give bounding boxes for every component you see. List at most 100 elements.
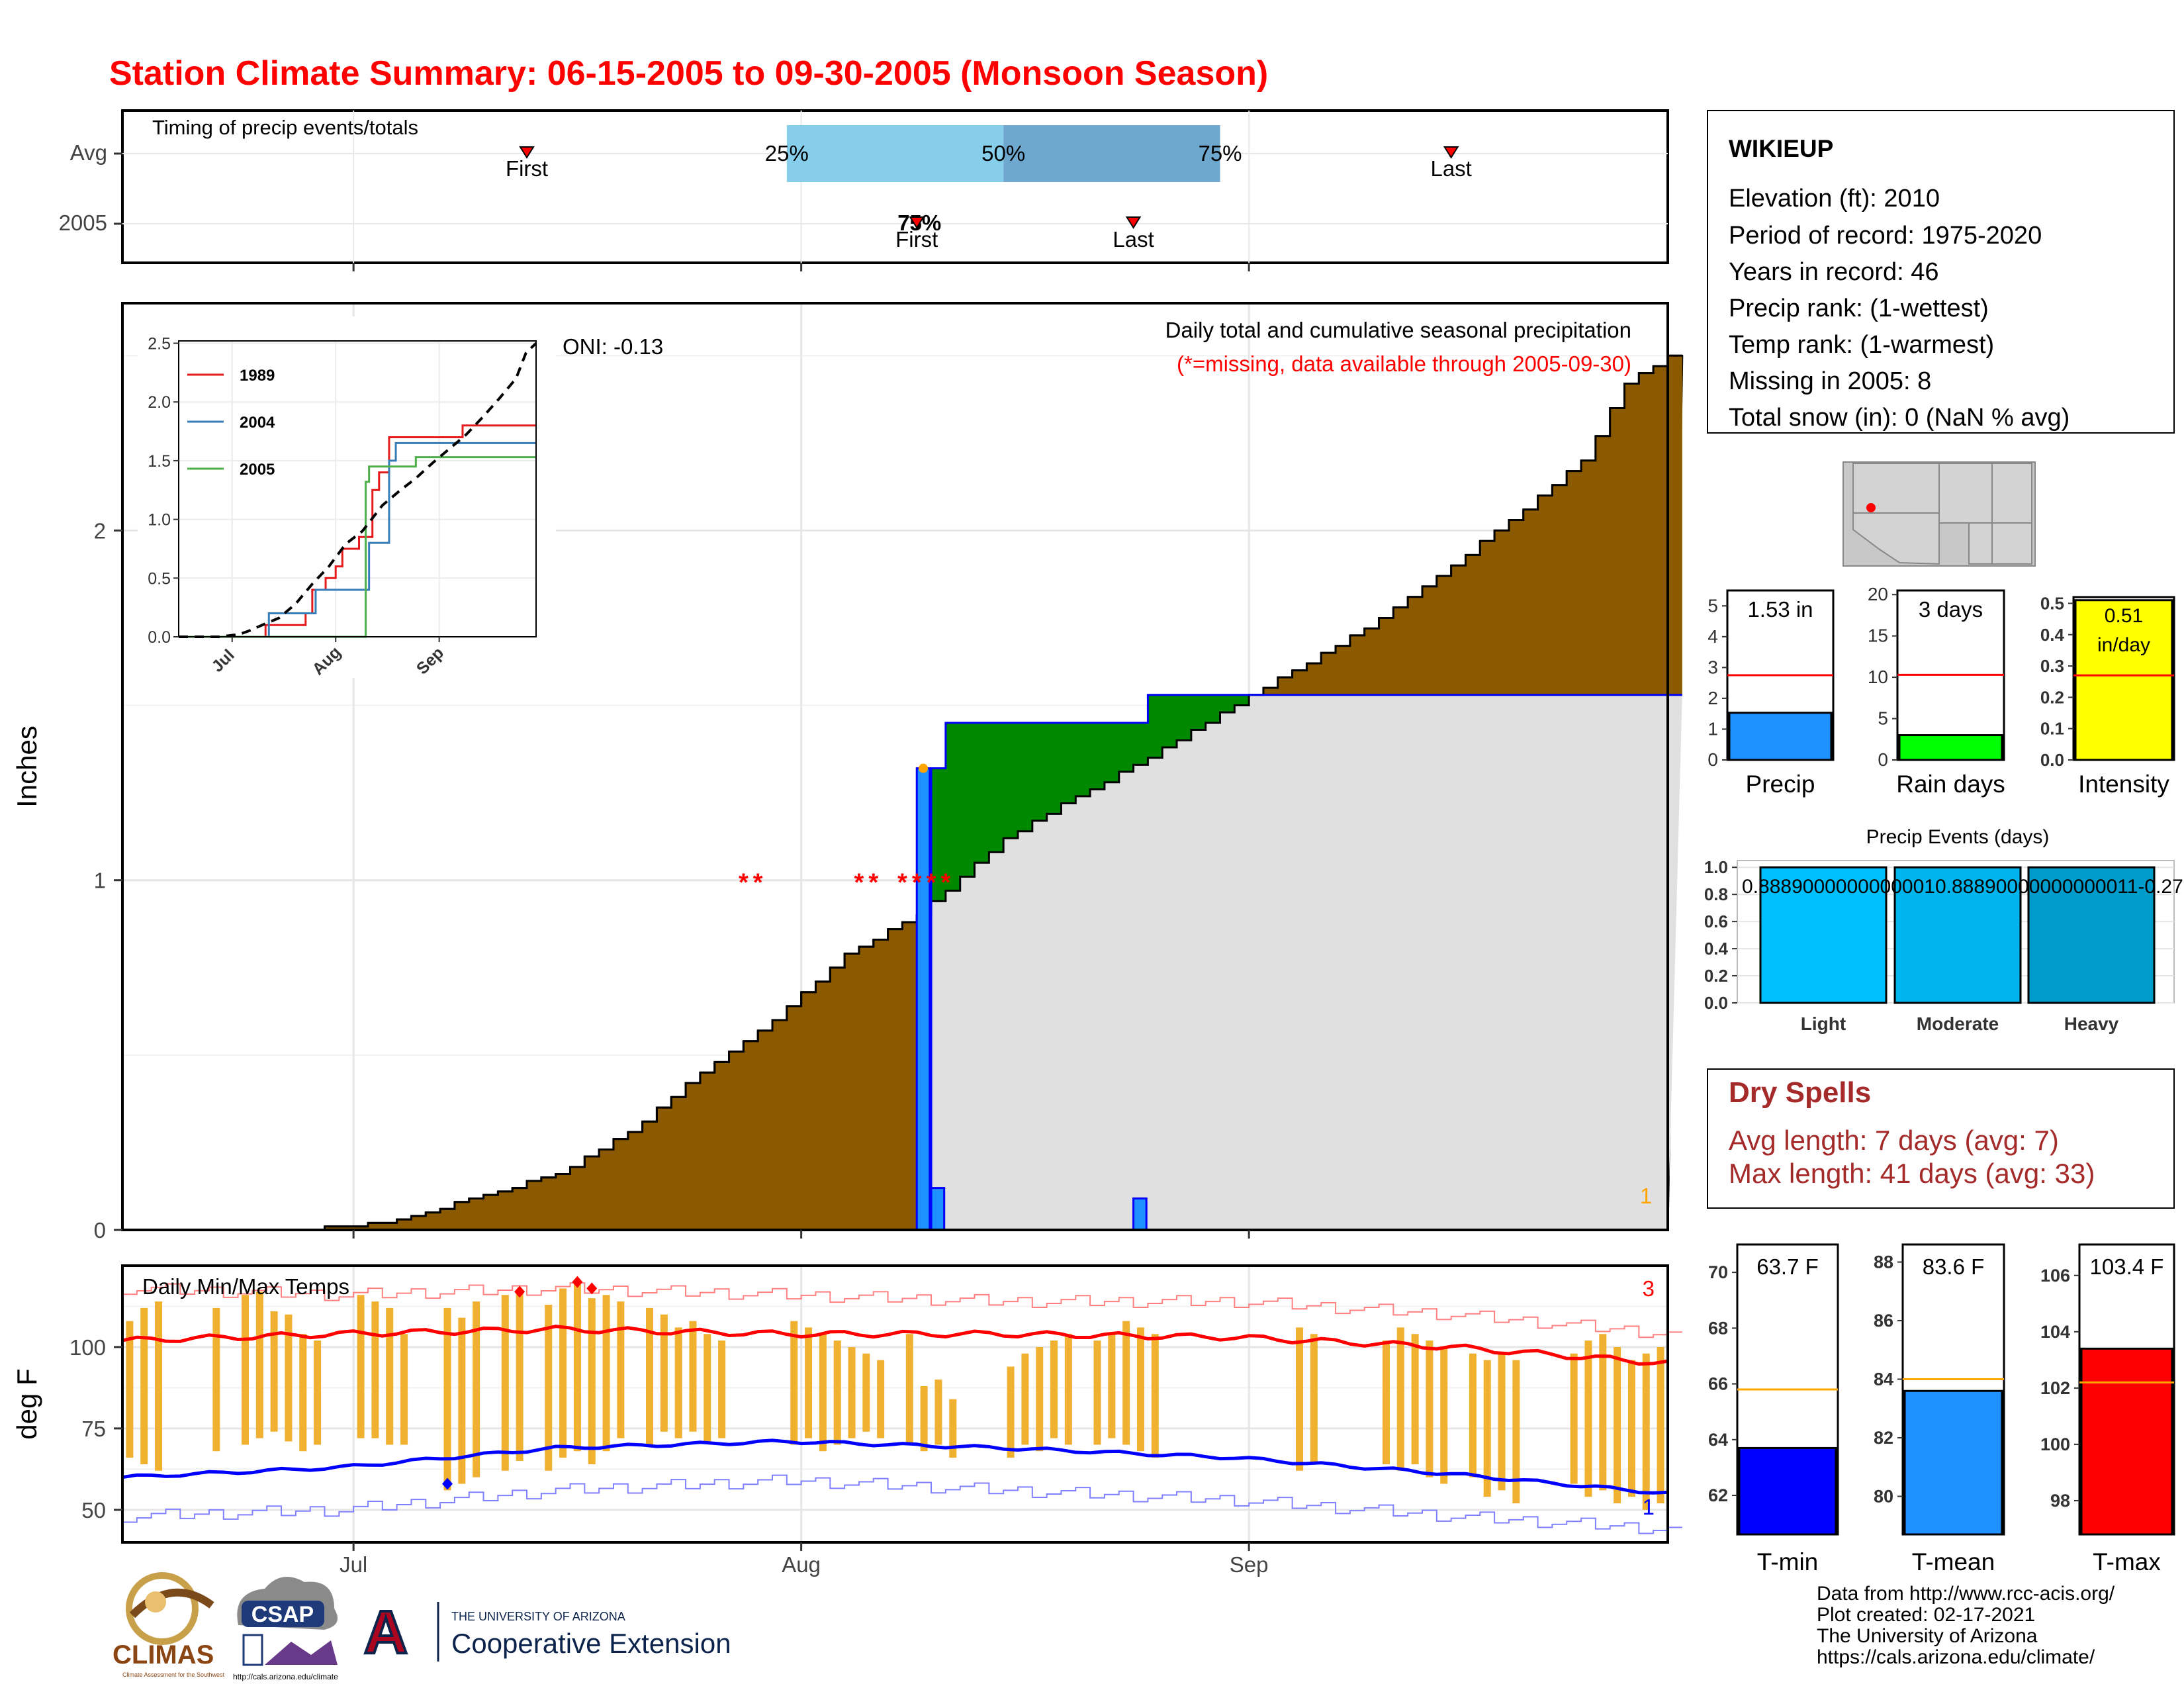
rain_days-y-tick-label: 0 — [1878, 749, 1888, 770]
tmin_bar-y-tick-label: 68 — [1708, 1318, 1728, 1338]
csap-logo-text: CSAP — [251, 1602, 314, 1627]
precip_total-y-tick-label: 0 — [1707, 749, 1718, 770]
missing-day-marker: * — [897, 869, 907, 897]
tmax_bar-y-tick-label: 100 — [2040, 1434, 2070, 1454]
tmax_bar-bar — [2080, 1347, 2173, 1536]
rain-days-chart: 0 5 10 15 20 3 days Rain days — [1868, 584, 2005, 798]
events-y-tick-label: 0.8 — [1704, 884, 1728, 904]
tmean_bar-bar — [1903, 1389, 2003, 1536]
intensity-y-tick-label: 0.1 — [2040, 719, 2064, 739]
precip_total-y-tick-label: 4 — [1707, 626, 1718, 647]
inset-plot-frame — [178, 340, 537, 637]
inset-y-tick-label: 2.0 — [148, 393, 171, 412]
missing-day-marker: * — [927, 869, 936, 897]
events-bar-moderate — [1893, 866, 2022, 1004]
events-x-label-moderate: Moderate — [1917, 1013, 1999, 1034]
climas-logo-text: CLIMAS — [113, 1640, 214, 1669]
events-y-tick-label: 1.0 — [1704, 857, 1728, 877]
inset-legend-label-2005: 2005 — [240, 461, 275, 479]
tmin_bar-value-label: 63.7 F — [1756, 1254, 1819, 1279]
quartile-box-lower — [786, 125, 1004, 182]
quartile-label: 25% — [765, 141, 809, 165]
record-high-marker — [586, 1282, 598, 1295]
record-high-marker — [572, 1276, 583, 1288]
below-average-area — [1263, 355, 1682, 695]
y-tick-label: 1 — [94, 868, 106, 893]
y-tick-label: 0 — [94, 1218, 106, 1243]
avg-last-label: Last — [1430, 156, 1471, 181]
quartile-label: 50% — [981, 141, 1025, 165]
inset-legend: 1989 2004 2005 — [187, 367, 275, 479]
precip_total-y-tick-label: 1 — [1707, 718, 1718, 739]
rain_days-x-label: Rain days — [1896, 771, 2005, 798]
temp-title: Daily Min/Max Temps — [142, 1274, 349, 1299]
y2005-first-label: First — [895, 227, 938, 252]
precip_total-value-label: 1.53 in — [1747, 597, 1813, 622]
temp-x-tick-label: Jul — [340, 1552, 367, 1577]
footer-line-4: https://cals.arizona.edu/climate/ — [1817, 1646, 2095, 1668]
events-y-tick-label: 0.0 — [1704, 993, 1728, 1013]
cumulative-panel-frame — [121, 302, 1669, 1231]
intensity-y-tick-label: 0.2 — [2040, 687, 2064, 707]
cumulative-subtitle: (*=missing, data available through 2005-… — [1177, 352, 1631, 376]
record-low-count: 1 — [1643, 1495, 1655, 1519]
ua-logo-letter: A — [364, 1599, 408, 1666]
inset-y-tick-label: 0.0 — [148, 628, 171, 647]
tmin_bar-y-tick-label: 66 — [1708, 1374, 1728, 1394]
quartile-label: 75% — [1198, 141, 1242, 165]
cumulative-2005-area — [931, 694, 1682, 1230]
avg-tmax-line — [122, 1325, 1668, 1366]
record-high-count: 3 — [1643, 1276, 1655, 1301]
events-bar-heavy — [2027, 866, 2156, 1004]
inset-average-line — [179, 342, 537, 638]
rain_days-y-tick-label: 10 — [1868, 667, 1888, 687]
tmean_bar-y-tick-label: 88 — [1874, 1252, 1893, 1272]
dry-spells-avg: Avg length: 7 days (avg: 7) — [1729, 1125, 2059, 1156]
missing-day-marker: * — [868, 869, 878, 897]
precip_total-y-tick-label: 5 — [1707, 595, 1718, 616]
climas-logo-subtext: Climate Assessment for the Southwest — [122, 1671, 225, 1678]
inset-y-tick-label: 1.0 — [148, 511, 171, 530]
timing-panel: 25% 50% 75% Timing of precip events/totals… — [59, 109, 1669, 264]
tmax_bar-y-tick-label: 106 — [2040, 1266, 2070, 1286]
cumulative-y-axis-label: Inches — [11, 726, 42, 808]
max-daily-marker — [919, 763, 929, 773]
precip_total-bar — [1728, 712, 1833, 761]
avg-cumulative-outline — [122, 354, 1682, 1231]
temp-y-axis-label: deg F — [11, 1368, 42, 1439]
station-info-frame — [1707, 110, 2175, 434]
precip_total-x-label: Precip — [1746, 771, 1815, 798]
inset-line-2004 — [179, 442, 536, 638]
inset-y-tick-label: 1.5 — [148, 452, 171, 471]
tmean_bar-y-tick-label: 82 — [1874, 1428, 1893, 1448]
avg-first-label: First — [506, 156, 548, 181]
timing-row-label-avg: Avg — [70, 140, 107, 165]
tmax_bar-y-tick-label: 102 — [2040, 1378, 2070, 1398]
cumulative-precip-panel: * * * * * * * * Daily total and cumulative seas… — [11, 302, 1684, 1243]
inset-y-tick-label: 0.5 — [148, 569, 171, 588]
intensity-value-label: 0.51 — [2105, 605, 2143, 627]
tmean_bar-y-tick-label: 84 — [1874, 1370, 1893, 1389]
precip-events-title: Precip Events (days) — [1866, 826, 2050, 848]
timing-quartile-boxes: 25% 50% 75% — [765, 125, 1242, 182]
tmin_bar-y-tick-label: 64 — [1708, 1430, 1728, 1450]
inset-legend-label-2004: 2004 — [240, 414, 275, 432]
tmin_bar-y-tick-label: 70 — [1708, 1262, 1728, 1282]
tmin_bar-bar — [1738, 1446, 1837, 1536]
record-high-line — [122, 1282, 1682, 1338]
rain_days-y-tick-label: 15 — [1868, 626, 1888, 646]
inset-bg — [138, 316, 556, 678]
missing-day-marker: * — [940, 869, 950, 897]
cumulative-count-label: 1 — [1640, 1184, 1652, 1208]
y2005-first-marker — [909, 216, 925, 229]
avg-last-marker — [1443, 146, 1459, 159]
avg-first-marker — [519, 146, 535, 159]
temp-y-tick-label: 75 — [81, 1417, 106, 1441]
missing-day-marker: * — [912, 869, 922, 897]
inset-y-tick-label: 2.5 — [148, 335, 171, 353]
ua-logo-line-1: THE UNIVERSITY OF ARIZONA — [451, 1610, 625, 1623]
events-value-labels: 0.88890000000000010.88890000000000011-0.… — [1742, 876, 2184, 898]
tmax_bar-y-tick-label: 104 — [2040, 1322, 2070, 1342]
